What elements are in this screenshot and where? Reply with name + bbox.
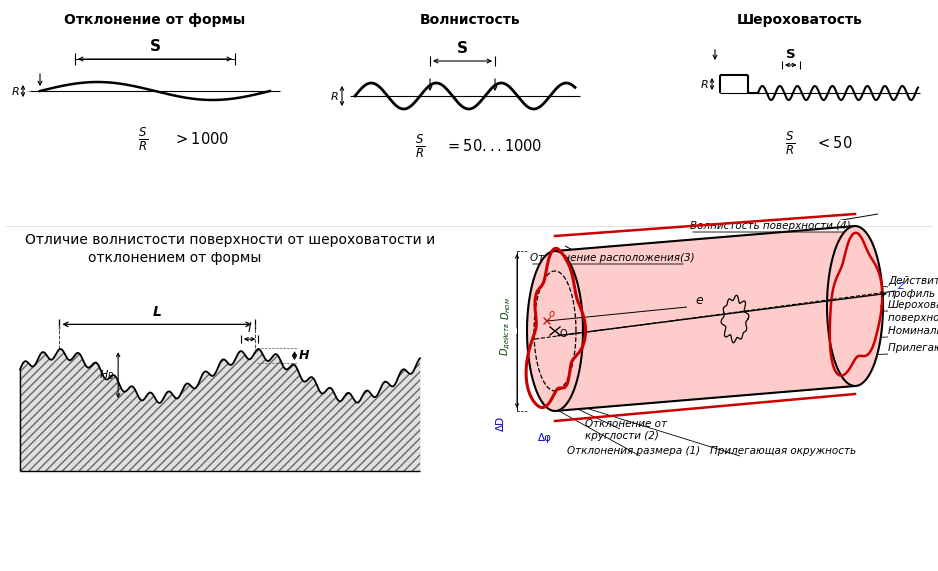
Text: $H_B$: $H_B$: [98, 368, 114, 382]
Polygon shape: [827, 226, 883, 386]
Text: $\frac{S}{R}$: $\frac{S}{R}$: [138, 125, 148, 152]
Text: Прилегающая окружность: Прилегающая окружность: [888, 343, 938, 353]
Text: Отклонение расположения(3): Отклонение расположения(3): [530, 253, 695, 263]
Text: Прилегающая окружность: Прилегающая окружность: [710, 446, 856, 456]
Text: $R$: $R$: [11, 85, 20, 97]
Text: профиль: профиль: [888, 289, 936, 299]
Text: l: l: [248, 322, 251, 335]
Text: Волнистость поверхности (4): Волнистость поверхности (4): [690, 221, 851, 231]
Text: $D_{ном}$: $D_{ном}$: [499, 297, 513, 320]
Polygon shape: [555, 226, 855, 411]
Text: поверхности (5): поверхности (5): [888, 313, 938, 323]
Text: H: H: [298, 349, 309, 362]
Text: $= 50...1000$: $= 50...1000$: [445, 138, 542, 154]
Text: круглости (2): круглости (2): [585, 431, 658, 441]
Polygon shape: [527, 251, 583, 411]
Text: Шероховатость: Шероховатость: [888, 300, 938, 310]
Text: $R$: $R$: [701, 78, 709, 90]
Text: $\frac{S}{R}$: $\frac{S}{R}$: [785, 129, 795, 156]
Text: S: S: [457, 41, 468, 56]
Text: Отклонения размера (1): Отклонения размера (1): [567, 446, 700, 456]
Text: S: S: [786, 48, 795, 61]
Text: Шероховатость: Шероховатость: [737, 13, 863, 27]
Text: $> 1000$: $> 1000$: [173, 131, 229, 147]
Text: e: e: [695, 294, 703, 307]
Text: Отклонение от формы: Отклонение от формы: [65, 13, 246, 27]
Text: o: o: [549, 309, 555, 319]
Polygon shape: [20, 349, 420, 471]
Text: z: z: [897, 279, 903, 292]
Text: $< 50$: $< 50$: [815, 135, 853, 151]
Text: S: S: [149, 39, 160, 54]
Text: $D_{действ}$: $D_{действ}$: [499, 322, 513, 356]
Text: Отклонение от: Отклонение от: [585, 419, 667, 429]
Text: $R$: $R$: [330, 90, 339, 102]
Text: отклонением от формы: отклонением от формы: [88, 251, 262, 265]
Text: L: L: [153, 305, 161, 319]
Text: ΔD: ΔD: [496, 416, 506, 431]
Text: Δφ: Δφ: [538, 433, 552, 443]
Text: Отличие волнистости поверхности от шероховатости и: Отличие волнистости поверхности от шерох…: [25, 233, 435, 247]
Text: $\frac{S}{R}$: $\frac{S}{R}$: [415, 132, 425, 160]
Text: Номинальный профиль: Номинальный профиль: [888, 326, 938, 336]
Text: Волнистость: Волнистость: [419, 13, 521, 27]
Text: Действительный: Действительный: [888, 276, 938, 286]
Text: O: O: [559, 329, 567, 339]
